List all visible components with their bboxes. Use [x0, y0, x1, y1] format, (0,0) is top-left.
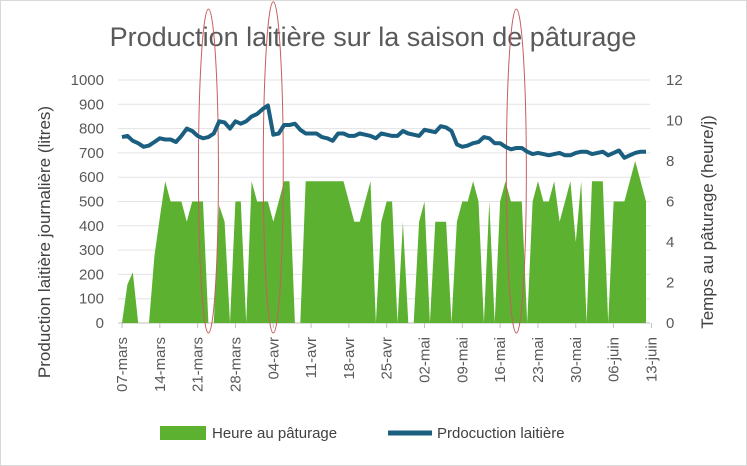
- y-tick-label: 1000: [71, 72, 104, 89]
- pasture-area: [122, 161, 646, 323]
- y-tick-label: 600: [79, 169, 104, 186]
- y-ticks: 0 100 200 300 400 500 600 700 800 900 1000: [71, 72, 104, 332]
- highlight-ellipses: [197, 1, 527, 334]
- legend: Heure au pâturage Prdocuction laitière: [160, 425, 565, 442]
- y2-tick-label: 4: [666, 234, 674, 251]
- y-tick-label: 0: [96, 315, 104, 332]
- x-tick-label: 02-mai: [417, 337, 434, 383]
- highlight-ellipse: [262, 1, 284, 334]
- y2-tick-label: 8: [666, 153, 674, 170]
- legend-swatch-pasture: [160, 426, 206, 440]
- x-tick-label: 18-avr: [341, 337, 358, 380]
- y2-tick-label: 2: [666, 275, 674, 292]
- y2-axis-label: Temps au pâturage (heure/j): [698, 115, 717, 329]
- y-tick-label: 900: [79, 96, 104, 113]
- y2-tick-label: 6: [666, 194, 674, 211]
- y2-tick-label: 0: [666, 315, 674, 332]
- x-ticks: 07-mars 14-mars 21-mars 28-mars 04-avr 11-avr…: [114, 323, 660, 392]
- y-tick-label: 100: [79, 291, 104, 308]
- x-tick-label: 25-avr: [379, 337, 396, 380]
- legend-label-milk: Prdocuction laitière: [437, 425, 565, 442]
- x-tick-label: 11-avr: [303, 337, 320, 378]
- milk-line-group: [121, 103, 646, 160]
- x-tick-label: 06-juin: [606, 337, 623, 382]
- y-tick-label: 300: [79, 242, 104, 259]
- x-tick-label: 14-mars: [152, 337, 169, 392]
- x-tick-label: 07-mars: [114, 337, 131, 392]
- x-tick-label: 21-mars: [190, 337, 207, 392]
- highlight-ellipse: [197, 8, 219, 334]
- x-tick-label: 09-mai: [454, 337, 471, 383]
- y2-tick-label: 10: [666, 113, 683, 130]
- y2-ticks: 0 2 4 6 8 10 12: [666, 72, 683, 332]
- x-tick-label: 30-mai: [568, 337, 585, 383]
- x-tick-label: 04-avr: [265, 337, 282, 380]
- y-tick-label: 200: [79, 266, 104, 283]
- y-axis-label: Production laitière journalière (litres): [35, 106, 54, 378]
- y-tick-label: 700: [79, 145, 104, 162]
- x-tick-label: 16-mai: [492, 337, 509, 383]
- x-tick-label: 28-mars: [227, 337, 244, 392]
- y-tick-label: 500: [79, 194, 104, 211]
- highlight-ellipse: [505, 8, 527, 334]
- y2-tick-label: 12: [666, 72, 683, 89]
- legend-label-pasture: Heure au pâturage: [212, 425, 337, 442]
- milk-line: [121, 103, 646, 160]
- pasture-area-group: [122, 161, 646, 323]
- x-tick-label: 13-juin: [643, 337, 660, 382]
- y-tick-label: 800: [79, 121, 104, 138]
- y-tick-label: 400: [79, 218, 104, 235]
- x-tick-label: 23-mai: [530, 337, 547, 383]
- chart-title: Production laitière sur la saison de pât…: [110, 22, 637, 52]
